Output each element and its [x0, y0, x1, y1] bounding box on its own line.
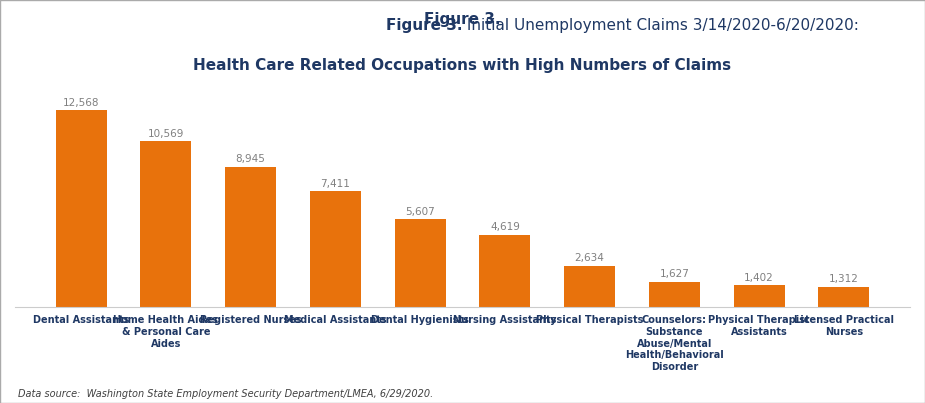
Text: 1,402: 1,402	[745, 273, 774, 283]
Bar	[734, 285, 784, 307]
Text: 8,945: 8,945	[236, 154, 265, 164]
Text: Figure 3.: Figure 3.	[425, 12, 500, 27]
Text: 7,411: 7,411	[320, 179, 351, 189]
Text: Data source:  Washington State Employment Security Department/LMEA, 6/29/2020.: Data source: Washington State Employment…	[18, 389, 434, 399]
Bar	[56, 110, 106, 307]
Bar	[564, 266, 615, 307]
Bar	[225, 167, 276, 307]
Bar	[395, 219, 446, 307]
Bar	[479, 235, 530, 307]
Bar	[141, 141, 191, 307]
Text: Figure 3.: Figure 3.	[386, 18, 462, 33]
Bar	[310, 191, 361, 307]
Text: 12,568: 12,568	[63, 98, 99, 108]
Bar	[819, 287, 870, 307]
Text: 1,627: 1,627	[660, 269, 689, 279]
Text: Health Care Related Occupations with High Numbers of Claims: Health Care Related Occupations with Hig…	[193, 58, 732, 73]
Bar	[649, 282, 700, 307]
Text: 5,607: 5,607	[405, 207, 435, 217]
Text: 2,634: 2,634	[574, 253, 605, 264]
Text: Initial Unemployment Claims 3/14/2020-6/20/2020:: Initial Unemployment Claims 3/14/2020-6/…	[462, 18, 859, 33]
Text: 4,619: 4,619	[490, 222, 520, 233]
Text: 10,569: 10,569	[148, 129, 184, 139]
Text: 1,312: 1,312	[829, 274, 858, 284]
